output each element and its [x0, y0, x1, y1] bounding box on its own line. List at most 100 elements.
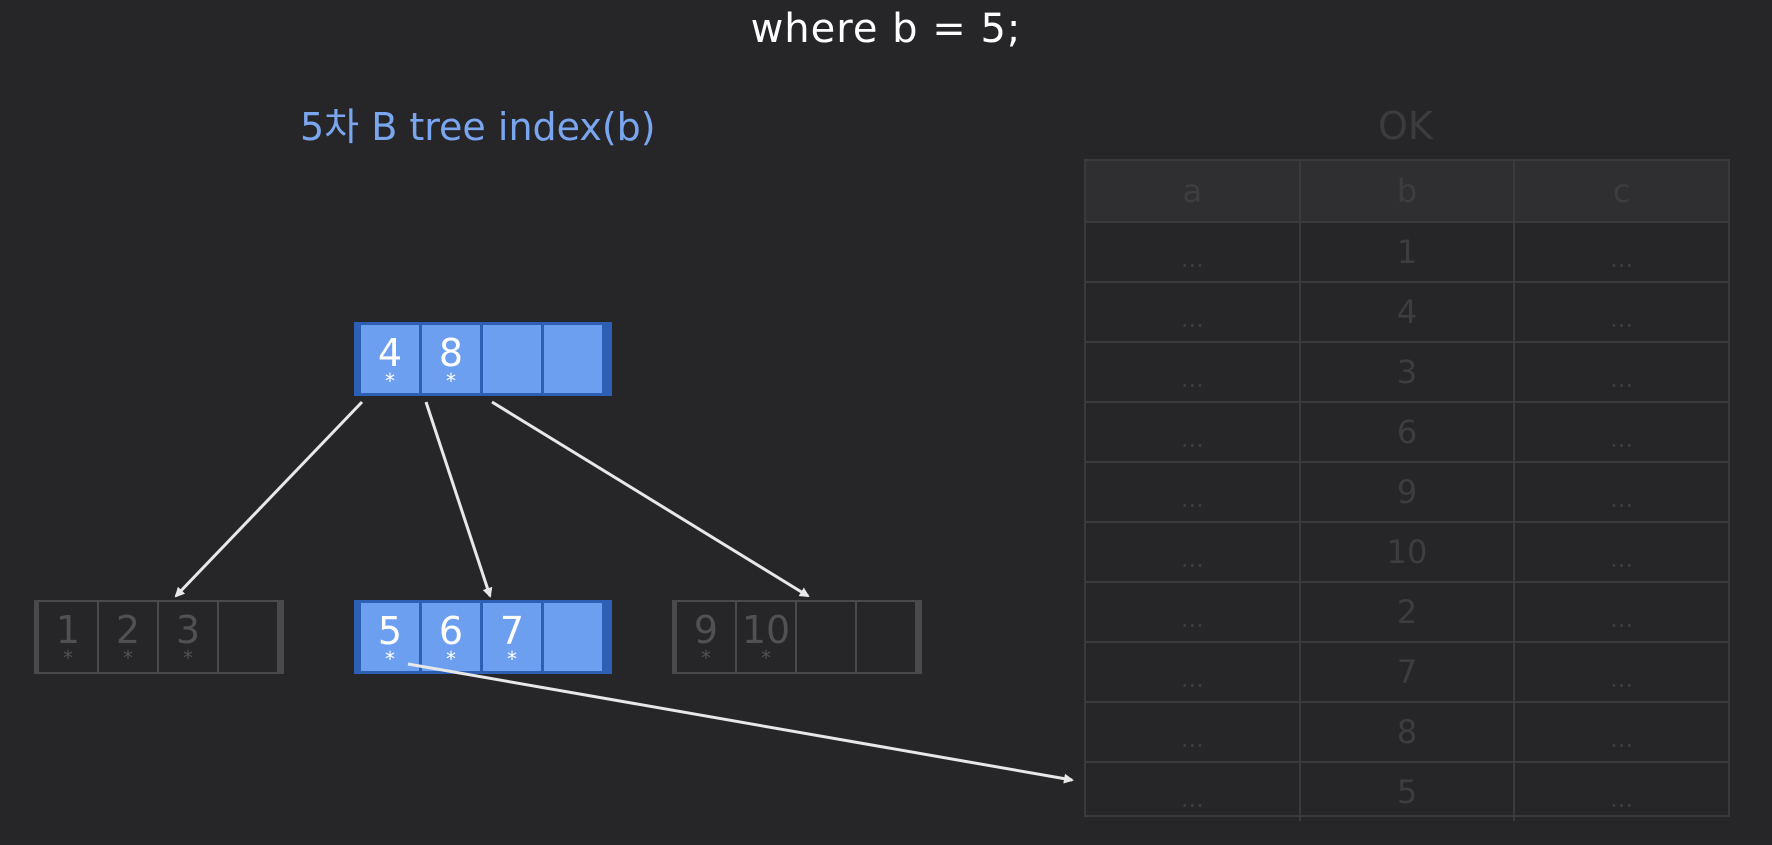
key-value: 9 [693, 608, 719, 652]
leaf-1-slot-2: 2 * [99, 602, 159, 672]
root-slot-4 [544, 325, 605, 393]
table-row: ... 7... [1086, 641, 1728, 701]
leaf-3-slot-4 [857, 602, 917, 672]
node-border [917, 602, 920, 672]
record-pointer-mark: * [385, 647, 395, 671]
table-cell: 8 [1298, 703, 1514, 761]
key-value: 3 [175, 608, 201, 652]
table-row: ... 1... [1086, 221, 1728, 281]
record-pointer-mark: * [63, 646, 73, 670]
key-value: 10 [741, 608, 791, 652]
leaf-node-2: 5 * 6 * 7 * [354, 600, 612, 674]
table-row: ... 5... [1086, 761, 1728, 821]
key-value: 1 [55, 608, 81, 652]
root-slot-2: 8 * [422, 325, 483, 393]
table-cell: ... [1513, 643, 1728, 701]
table-cell: ... [1180, 485, 1204, 513]
table-row: ... 9... [1086, 461, 1728, 521]
table-cell: ... [1513, 703, 1728, 761]
node-border [357, 603, 361, 671]
key-value: 7 [499, 609, 525, 653]
table-title: OK [1378, 104, 1433, 148]
node-border [36, 602, 39, 672]
table-cell: 2 [1298, 583, 1514, 641]
leaf-1-slot-3: 3 * [159, 602, 219, 672]
key-value: 8 [438, 331, 464, 375]
table-cell: ... [1180, 725, 1204, 753]
record-pointer-mark: * [183, 646, 193, 670]
record-pointer-mark: * [507, 647, 517, 671]
table-row: ... 4... [1086, 281, 1728, 341]
node-border [605, 325, 609, 393]
column-header-a: a [1182, 172, 1203, 210]
table-row: ... 10... [1086, 521, 1728, 581]
record-pointer-mark: * [446, 647, 456, 671]
key-value: 4 [377, 331, 403, 375]
table-cell: 4 [1298, 283, 1514, 341]
table-row: ... 8... [1086, 701, 1728, 761]
table-cell: ... [1180, 785, 1204, 813]
leaf-3-slot-1: 9 * [677, 602, 737, 672]
key-value: 6 [438, 609, 464, 653]
leaf-node-3: 9 * 10 * [672, 600, 922, 674]
table-cell: ... [1180, 665, 1204, 693]
leaf-2-slot-4 [544, 603, 605, 671]
table-cell: 10 [1298, 523, 1514, 581]
table-cell: ... [1180, 365, 1204, 393]
arrow-root-to-leaf-2 [424, 401, 493, 598]
node-border [674, 602, 677, 672]
table-cell: 1 [1298, 223, 1514, 281]
record-pointer-mark: * [123, 646, 133, 670]
leaf-3-slot-3 [797, 602, 857, 672]
table-cell: ... [1513, 403, 1728, 461]
table-cell: ... [1180, 545, 1204, 573]
table-cell: 6 [1298, 403, 1514, 461]
record-pointer-mark: * [446, 369, 456, 393]
table-cell: ... [1180, 605, 1204, 633]
leaf-node-1: 1 * 2 * 3 * [34, 600, 284, 674]
leaf-2-slot-2: 6 * [422, 603, 483, 671]
key-value: 2 [115, 608, 141, 652]
node-border [279, 602, 282, 672]
table-cell: 3 [1298, 343, 1514, 401]
table-cell: ... [1180, 305, 1204, 333]
record-pointer-mark: * [385, 369, 395, 393]
table-cell: 7 [1298, 643, 1514, 701]
arrow-leaf-to-row [407, 662, 1074, 784]
table-cell: ... [1513, 463, 1728, 521]
root-node: 4 * 8 * [354, 322, 612, 396]
table-cell: ... [1513, 523, 1728, 581]
record-pointer-mark: * [701, 646, 711, 670]
record-pointer-mark: * [761, 646, 771, 670]
table-cell: 9 [1298, 463, 1514, 521]
table-row: ... 3... [1086, 341, 1728, 401]
table-cell: ... [1513, 583, 1728, 641]
tree-title: 5차 B tree index(b) [300, 105, 656, 149]
node-border [605, 603, 609, 671]
leaf-2-slot-1: 5 * [361, 603, 422, 671]
table-cell: ... [1180, 245, 1204, 273]
leaf-3-slot-2: 10 * [737, 602, 797, 672]
query-text: where b = 5; [750, 6, 1022, 52]
data-table: a b c... 1...... 4...... 3...... 6...... 9.....… [1084, 159, 1730, 821]
root-slot-1: 4 * [361, 325, 422, 393]
table-cell: ... [1513, 343, 1728, 401]
table-cell: 5 [1298, 763, 1514, 821]
column-header-c: c [1513, 161, 1728, 221]
root-slot-3 [483, 325, 544, 393]
arrow-root-to-leaf-3 [491, 400, 810, 598]
leaf-1-slot-4 [219, 602, 279, 672]
table-cell: ... [1513, 763, 1728, 821]
node-border [357, 325, 361, 393]
table-row: ... 2... [1086, 581, 1728, 641]
leaf-1-slot-1: 1 * [39, 602, 99, 672]
table-row: ... 6... [1086, 401, 1728, 461]
leaf-2-slot-3: 7 * [483, 603, 544, 671]
table-cell: ... [1513, 283, 1728, 341]
table-cell: ... [1180, 425, 1204, 453]
column-header-b: b [1298, 161, 1514, 221]
table-cell: ... [1513, 223, 1728, 281]
